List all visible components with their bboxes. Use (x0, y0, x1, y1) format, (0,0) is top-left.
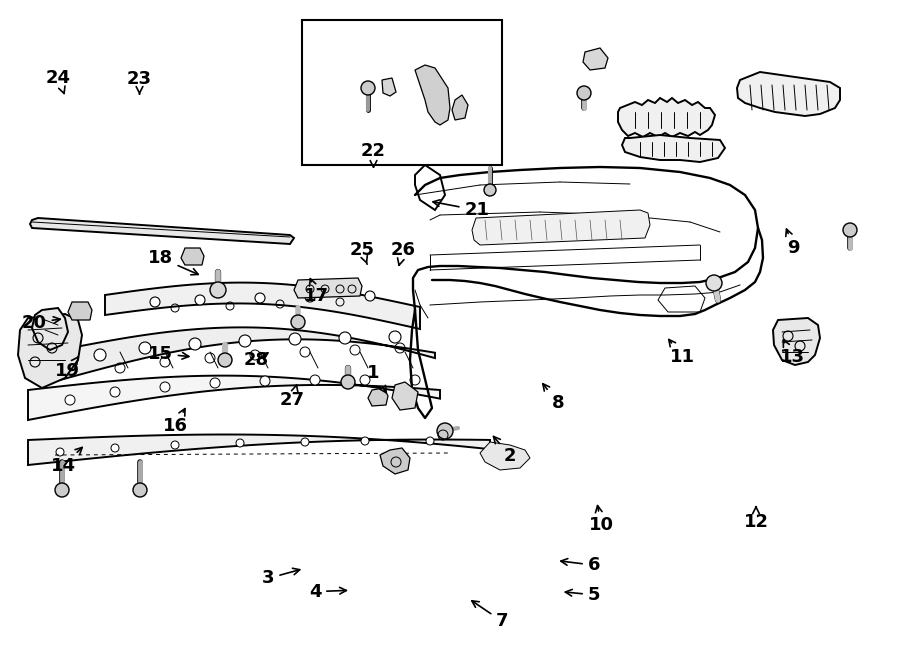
Text: 3: 3 (262, 568, 300, 588)
Text: 1: 1 (367, 364, 386, 393)
Text: 14: 14 (50, 447, 82, 475)
Text: 28: 28 (244, 351, 269, 369)
Polygon shape (18, 314, 82, 388)
Circle shape (56, 448, 64, 456)
Circle shape (94, 349, 106, 361)
Text: 7: 7 (472, 601, 508, 631)
Polygon shape (32, 308, 68, 350)
Text: 25: 25 (349, 241, 374, 264)
Circle shape (239, 335, 251, 347)
Circle shape (410, 375, 420, 385)
Circle shape (55, 483, 69, 497)
Circle shape (195, 295, 205, 305)
Polygon shape (368, 388, 388, 406)
Text: 23: 23 (127, 70, 152, 94)
Polygon shape (60, 327, 435, 380)
Polygon shape (294, 278, 362, 298)
Circle shape (706, 275, 722, 291)
Polygon shape (618, 98, 715, 137)
Text: 27: 27 (280, 385, 305, 409)
Text: 21: 21 (433, 200, 490, 219)
Polygon shape (415, 65, 450, 125)
Text: 10: 10 (589, 506, 614, 535)
Circle shape (310, 375, 320, 385)
Text: 4: 4 (309, 582, 346, 601)
Polygon shape (181, 248, 204, 265)
Circle shape (843, 223, 857, 237)
Circle shape (339, 332, 351, 344)
Polygon shape (105, 283, 420, 329)
Polygon shape (480, 442, 530, 470)
Circle shape (189, 338, 201, 350)
Text: 2: 2 (493, 436, 517, 465)
Text: 22: 22 (361, 141, 386, 167)
Circle shape (255, 293, 265, 303)
Text: 16: 16 (163, 408, 188, 436)
Circle shape (291, 315, 305, 329)
Circle shape (301, 438, 309, 446)
Text: 18: 18 (148, 249, 198, 275)
Bar (302, 20, 502, 165)
Text: 6: 6 (561, 556, 600, 574)
Text: 5: 5 (565, 586, 600, 604)
Polygon shape (68, 302, 92, 320)
Text: 15: 15 (148, 344, 189, 363)
Circle shape (365, 291, 375, 301)
Circle shape (426, 437, 434, 445)
Polygon shape (452, 95, 468, 120)
Circle shape (171, 441, 179, 449)
Circle shape (160, 382, 170, 392)
Text: 26: 26 (391, 241, 416, 265)
Circle shape (236, 439, 244, 447)
Polygon shape (773, 318, 820, 365)
Text: 17: 17 (304, 279, 329, 305)
Circle shape (65, 395, 75, 405)
Circle shape (361, 81, 375, 95)
Text: 9: 9 (786, 229, 800, 257)
Polygon shape (622, 135, 725, 162)
Circle shape (260, 376, 270, 386)
Circle shape (289, 333, 301, 345)
Circle shape (139, 342, 151, 354)
Polygon shape (737, 72, 840, 116)
Circle shape (484, 184, 496, 196)
Circle shape (360, 375, 370, 385)
Polygon shape (380, 448, 410, 474)
Polygon shape (28, 375, 440, 420)
Polygon shape (30, 218, 294, 244)
Circle shape (110, 387, 120, 397)
Text: 19: 19 (55, 357, 80, 381)
Polygon shape (472, 210, 650, 245)
Circle shape (341, 375, 355, 389)
Text: 13: 13 (779, 340, 805, 366)
Circle shape (218, 353, 232, 367)
Circle shape (210, 282, 226, 298)
Polygon shape (382, 78, 396, 96)
Polygon shape (583, 48, 608, 70)
Circle shape (361, 437, 369, 445)
Circle shape (389, 331, 401, 343)
Text: 24: 24 (46, 69, 71, 93)
Text: 11: 11 (669, 340, 695, 366)
Text: 8: 8 (543, 384, 564, 412)
Circle shape (111, 444, 119, 452)
Circle shape (133, 483, 147, 497)
Circle shape (437, 423, 453, 439)
Polygon shape (28, 434, 490, 465)
Text: 20: 20 (22, 313, 60, 332)
Circle shape (305, 292, 315, 302)
Circle shape (150, 297, 160, 307)
Circle shape (577, 86, 591, 100)
Text: 12: 12 (743, 507, 769, 531)
Polygon shape (392, 382, 418, 410)
Circle shape (210, 378, 220, 388)
